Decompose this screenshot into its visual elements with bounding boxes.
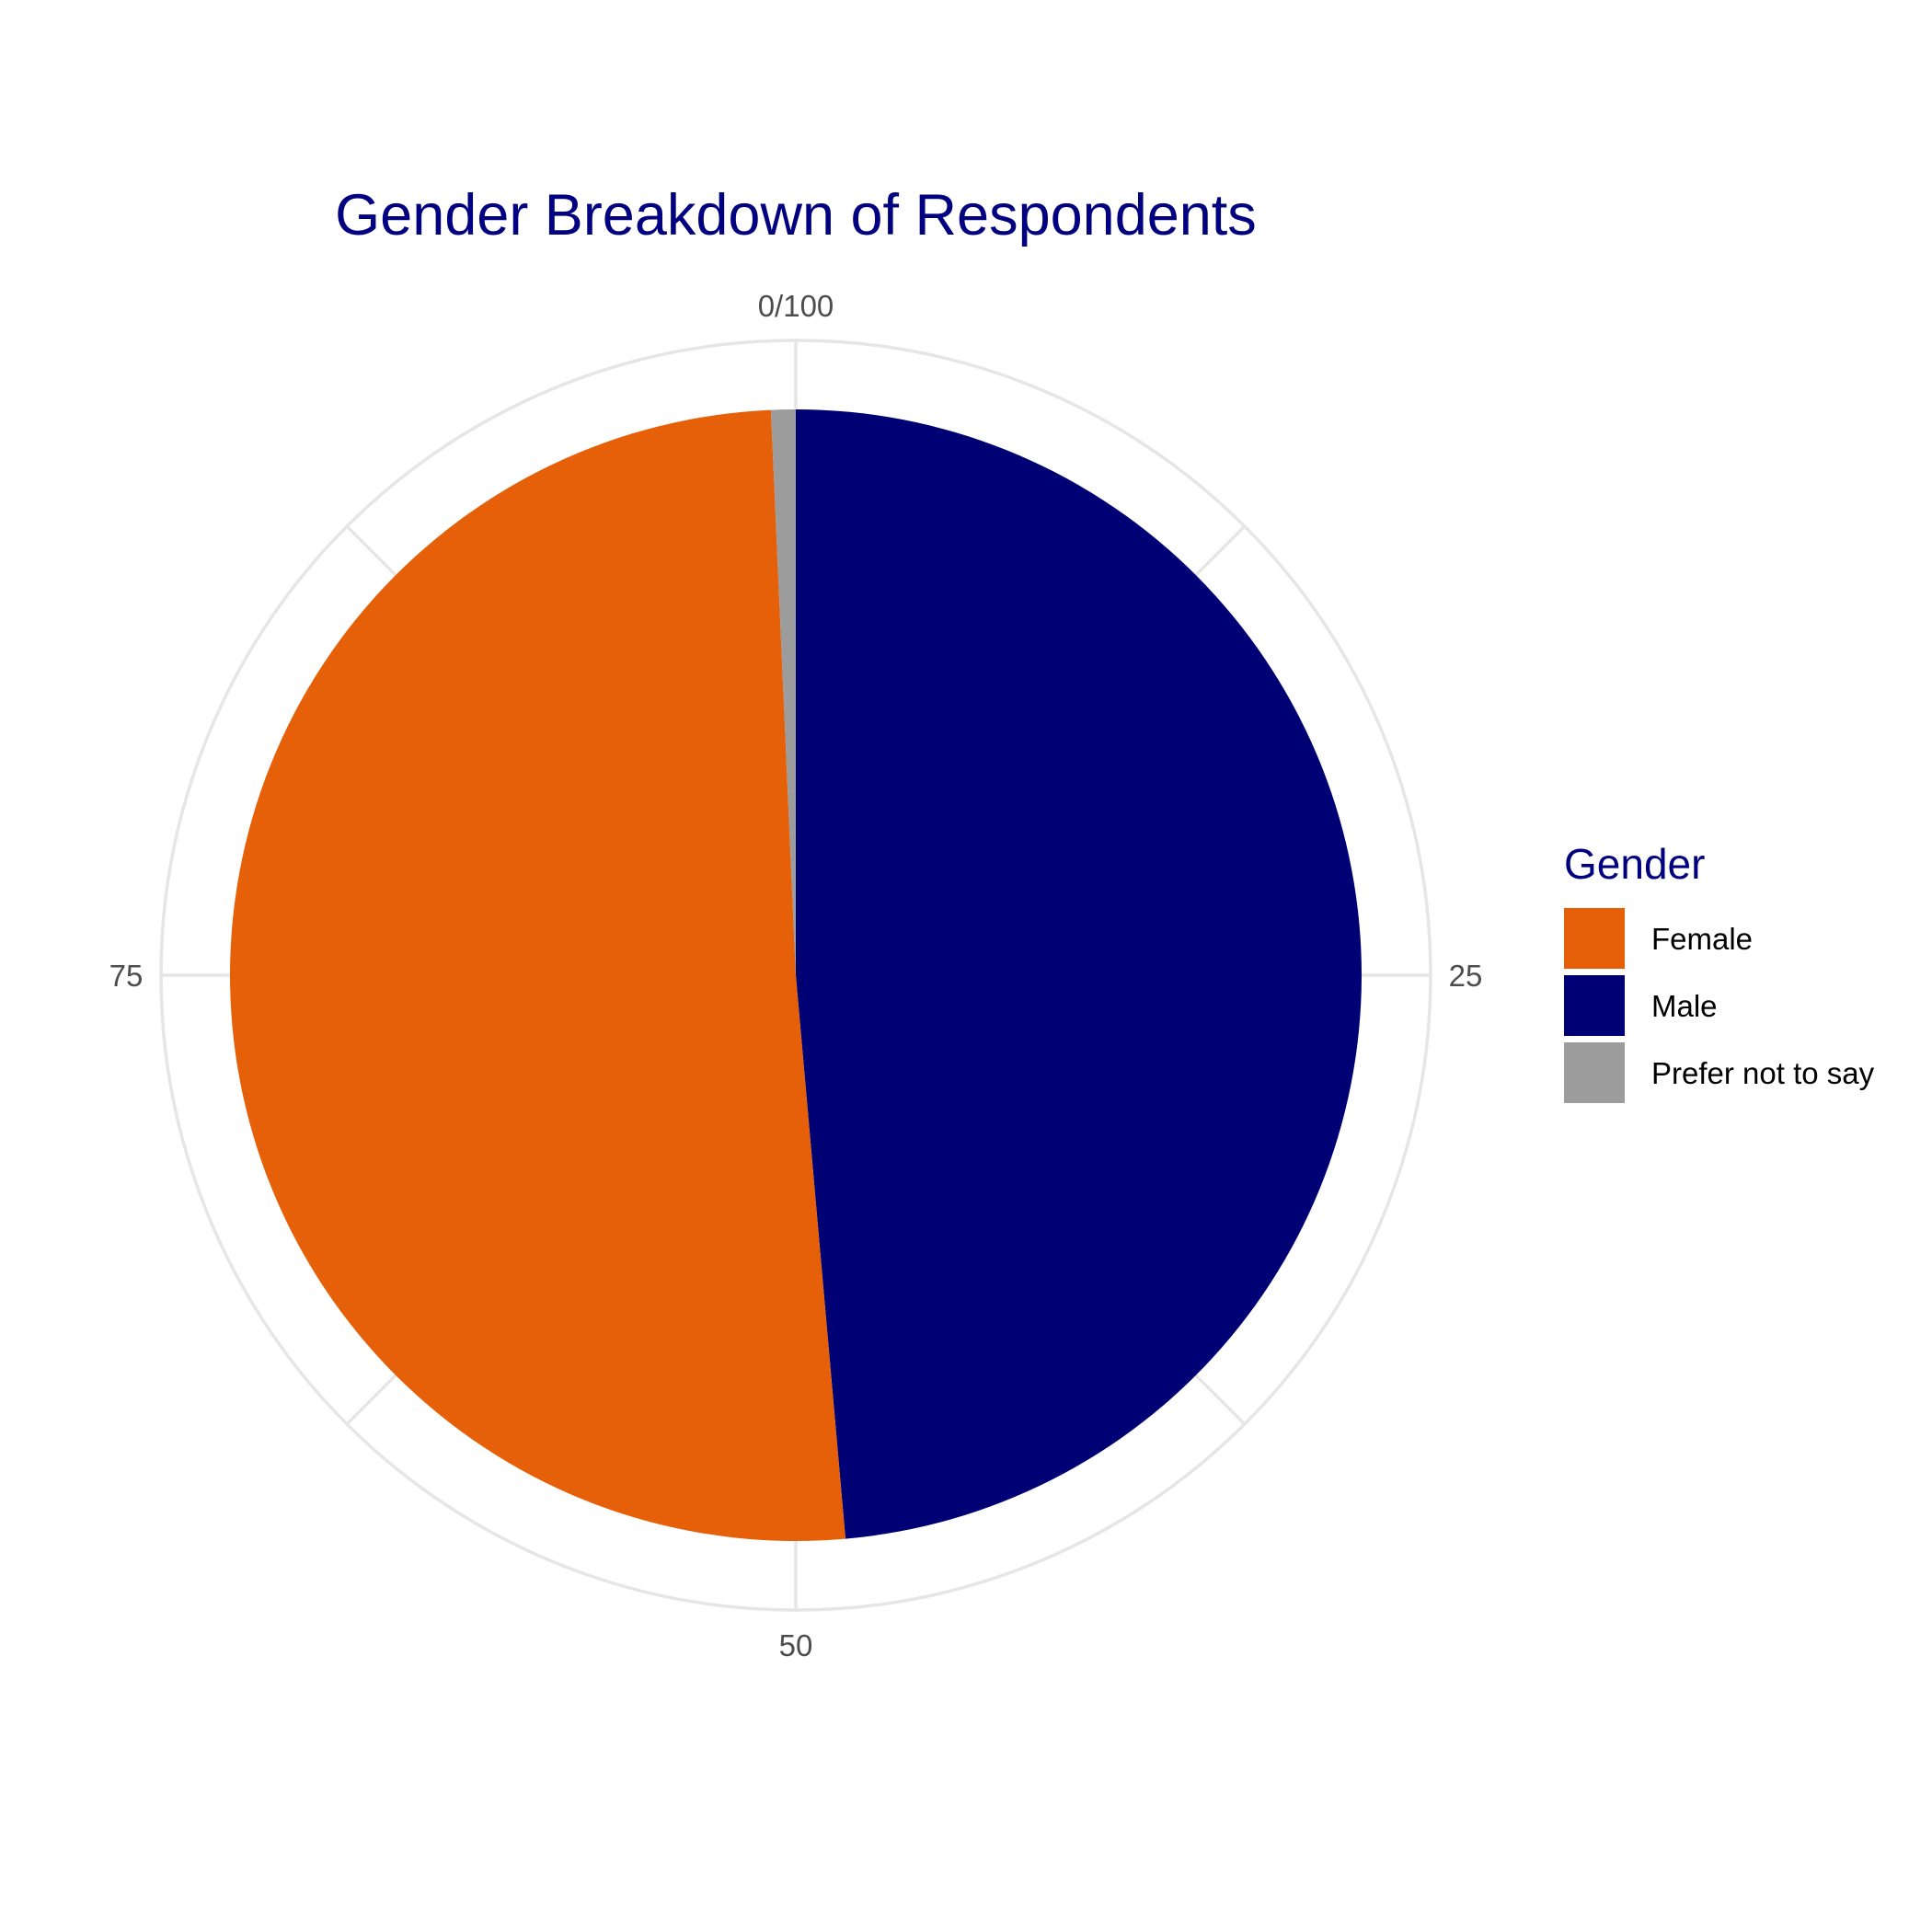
angular-tick-labels: 0/100 25 50 75	[109, 289, 1483, 1662]
legend-swatch-prefer-not-to-say	[1564, 1042, 1625, 1103]
pie-slice-male	[796, 409, 1363, 1539]
legend: Gender Female Male Prefer not to say	[1564, 840, 1875, 1103]
chart-title: Gender Breakdown of Respondents	[335, 183, 1257, 247]
pie-slices	[230, 409, 1363, 1542]
legend-swatch-male	[1564, 975, 1625, 1036]
legend-swatch-female	[1564, 908, 1625, 969]
pie-slice-prefer-not-to-say	[770, 409, 796, 975]
tick-label-50: 50	[779, 1628, 813, 1662]
legend-label-female: Female	[1651, 922, 1753, 956]
tick-label-0: 0/100	[758, 289, 834, 323]
legend-label-prefer-not-to-say: Prefer not to say	[1651, 1056, 1875, 1090]
legend-title: Gender	[1564, 840, 1705, 888]
tick-label-25: 25	[1449, 959, 1483, 993]
legend-label-male: Male	[1651, 989, 1718, 1023]
pie-slice-female	[230, 409, 846, 1542]
tick-label-75: 75	[109, 959, 144, 993]
legend-entries: Female Male Prefer not to say	[1564, 908, 1875, 1103]
